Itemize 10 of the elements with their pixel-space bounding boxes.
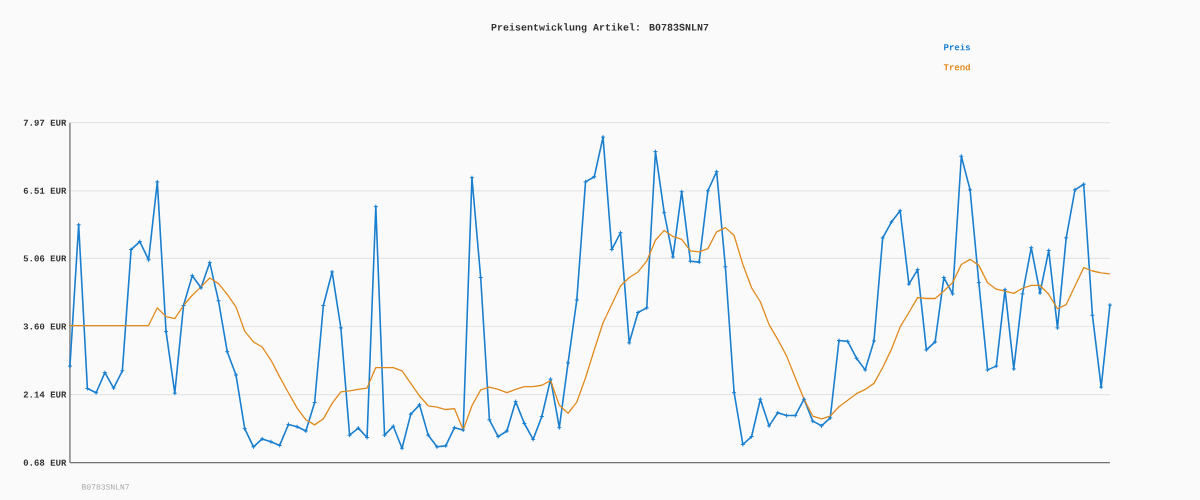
y-tick-label: 5.06 EUR — [23, 255, 67, 262]
y-tick-label: 2.14 EUR — [23, 391, 67, 398]
y-tick-label: 6.51 EUR — [23, 187, 67, 194]
y-tick-label: 7.97 EUR — [23, 119, 67, 126]
text: Trend — [943, 63, 970, 71]
chart-title: Preisentwicklung Artikel: B0783SNLN7 — [491, 23, 709, 33]
text: Preis — [944, 43, 970, 51]
text: B0783SNLN7 — [82, 484, 129, 490]
y-tick-label: 3.60 EUR — [23, 323, 67, 330]
y-tick-label: 0.68 EUR — [23, 459, 67, 466]
